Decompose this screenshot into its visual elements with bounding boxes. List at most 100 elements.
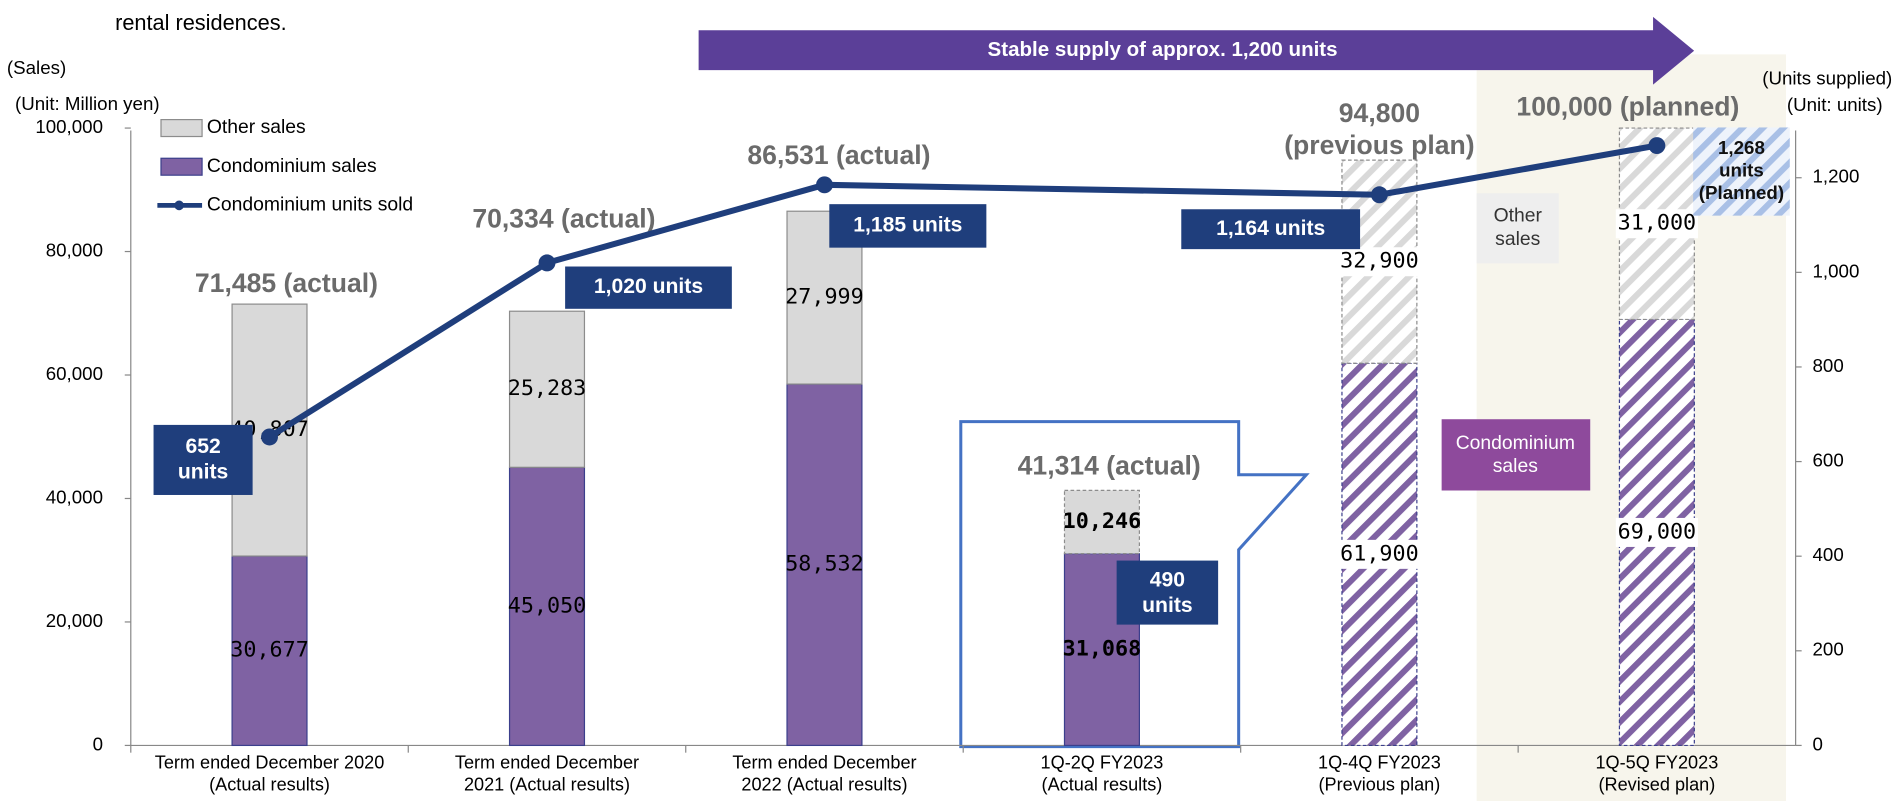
text-line: (Actual results) (209, 774, 330, 794)
y-tick-label: 40,000 (46, 486, 103, 507)
y-tick-label: 80,000 (46, 239, 103, 260)
total-label: 41,314 (actual) (1018, 450, 1201, 480)
unit-label: 1,185 units (853, 213, 962, 236)
y2-tick-label: 200 (1813, 639, 1844, 660)
y2-tick-label: 800 (1813, 355, 1844, 376)
text-line: Term ended December (455, 752, 639, 772)
intro-text: rental residences. (115, 10, 287, 35)
segment-label: 31,000 (1618, 211, 1697, 236)
x-tick-label: Term ended December 2020 (Actual results) (155, 752, 385, 794)
total-label: 71,485 (actual) (195, 268, 378, 298)
side-label: Other sales (1494, 206, 1543, 250)
text-line: Term ended December 2020 (155, 752, 385, 772)
line (267, 142, 1658, 440)
segment-label: 10,246 (1063, 509, 1142, 534)
unit-label: 1,164 units (1216, 217, 1325, 240)
label-bg (1338, 539, 1421, 569)
text-line: 652 (185, 435, 220, 458)
y-tick-label: 0 (93, 733, 103, 754)
bar-segment (1063, 489, 1140, 555)
text-line: 1Q-5Q FY2023 (1595, 752, 1718, 772)
callout-frame (959, 420, 1310, 749)
bar-segment (231, 555, 308, 747)
unit-label-box (153, 424, 253, 495)
y-tick-label: 100,000 (35, 116, 103, 137)
unit-label: 1,268 units (Planned) (1699, 137, 1784, 203)
side-label-box (1441, 419, 1591, 491)
legend-swatch (160, 157, 203, 176)
y-tick-label: 60,000 (46, 363, 103, 384)
text-line: units (1142, 593, 1192, 616)
bar-segment (508, 466, 586, 747)
unit-label-box (1693, 127, 1790, 216)
unit-label-box (565, 266, 732, 309)
y2-tick-label: 1,200 (1813, 166, 1860, 187)
unit-label-box (1181, 209, 1361, 250)
y-tick-label: 20,000 (46, 610, 103, 631)
text-line: 1Q-4Q FY2023 (1318, 752, 1441, 772)
text-line: (Actual results) (1042, 774, 1163, 794)
line-marker (816, 176, 833, 194)
line-marker (261, 428, 278, 446)
text-line: sales (1493, 456, 1538, 477)
y2-axis-label: (Units supplied) (1762, 68, 1892, 89)
side-label: Condominium sales (1456, 433, 1575, 477)
text-line: (Planned) (1699, 182, 1784, 203)
text-line: 2022 (Actual results) (741, 774, 907, 794)
segment-label: 25,283 (508, 376, 587, 401)
line-marker (538, 254, 556, 272)
side-label-box (1476, 193, 1559, 264)
supply-banner-arrow (698, 16, 1695, 85)
text-line: units (1719, 159, 1764, 180)
y2-tick-label: 400 (1813, 544, 1844, 565)
unit-label-box (1116, 560, 1219, 625)
text-line: 2021 (Actual results) (464, 774, 630, 794)
y2-tick-label: 1,000 (1813, 260, 1860, 281)
label-bg (1615, 209, 1698, 239)
text-line: (Revised plan) (1598, 774, 1715, 794)
unit-label: 1,020 units (594, 275, 703, 298)
label-bg (1338, 247, 1421, 277)
y-axis-label: (Sales) (7, 57, 66, 78)
text-line: 490 (1150, 568, 1185, 591)
legend-label: Other sales (207, 117, 306, 138)
total-label: 94,800 (previous plan) (1284, 98, 1474, 160)
text-line: 1,268 (1718, 137, 1765, 158)
label-bg (1615, 517, 1698, 547)
x-tick-label: Term ended December 2022 (Actual results) (732, 752, 916, 794)
x-tick-label: 1Q-5Q FY2023 (Revised plan) (1595, 752, 1718, 794)
y2-axis-unit: (Unit: units) (1787, 94, 1883, 115)
legend-label: Condominium sales (207, 156, 377, 177)
line-marker (1370, 186, 1388, 204)
segment-label: 45,050 (508, 593, 587, 618)
segment-label: 32,900 (1340, 249, 1419, 274)
y2-tick-label: 600 (1813, 450, 1844, 471)
text-line: (previous plan) (1284, 130, 1474, 160)
unit-label: 490 units (1142, 568, 1192, 616)
total-label: 86,531 (actual) (747, 140, 930, 170)
supply-banner-text: Stable supply of approx. 1,200 units (988, 38, 1338, 61)
segment-label: 61,900 (1340, 541, 1419, 566)
x-tick-label: 1Q-2Q FY2023 (Actual results) (1041, 752, 1164, 794)
text-line: 1Q-2Q FY2023 (1041, 752, 1164, 772)
unit-label-box (829, 204, 987, 248)
segment-label: 58,532 (785, 552, 864, 577)
legend-swatch (160, 119, 203, 138)
x-tick-label: Term ended December 2021 (Actual results) (455, 752, 639, 794)
text-line: Condominium (1456, 433, 1575, 454)
total-label: 70,334 (actual) (472, 204, 655, 234)
legend-label: Condominium units sold (207, 194, 413, 215)
text-line: units (178, 460, 228, 483)
x-tick-label: 1Q-4Q FY2023 (Previous plan) (1318, 752, 1441, 794)
total-label: 100,000 (planned) (1516, 92, 1739, 122)
segment-label: 31,068 (1063, 637, 1142, 662)
legend-marker (174, 200, 184, 211)
line-marker (1648, 137, 1666, 155)
text-line: sales (1495, 229, 1540, 250)
bar-segment (786, 383, 863, 747)
text-line: (Previous plan) (1319, 774, 1441, 794)
text-line: Term ended December (732, 752, 916, 772)
text-line: 94,800 (1339, 98, 1420, 128)
y2-tick-label: 0 (1813, 733, 1823, 754)
